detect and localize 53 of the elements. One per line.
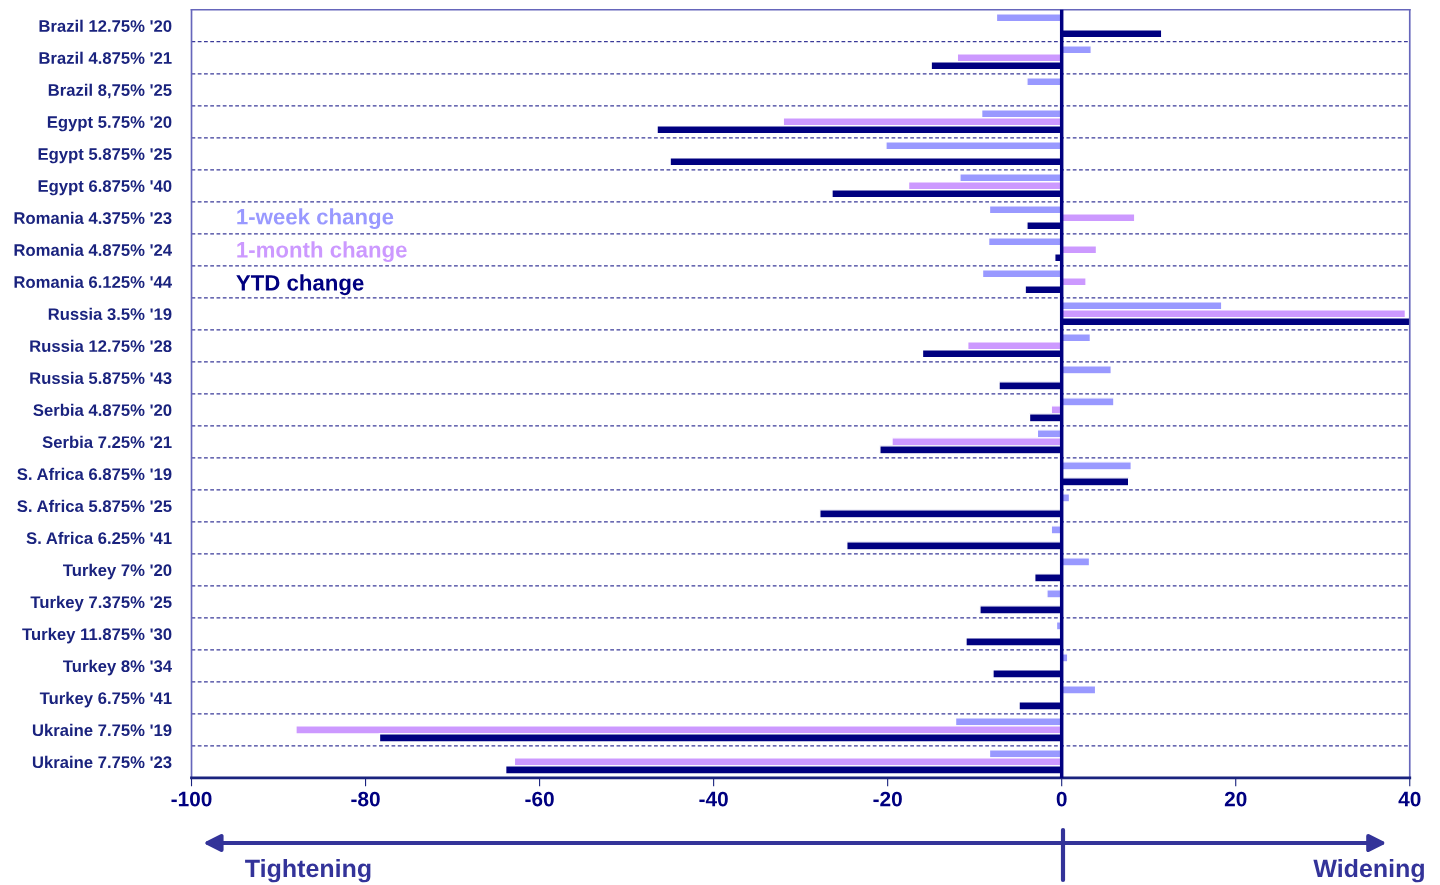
y-tick-label: Brazil 4.875% '21 — [39, 51, 172, 64]
x-tick-label: -80 — [351, 791, 380, 807]
y-tick-label: Turkey 7.375% '25 — [30, 595, 172, 612]
y-tick-label: Brazil 12.75% '20 — [39, 19, 172, 32]
bar — [1026, 77, 1063, 87]
y-tick-label: Romania 4.375% '23 — [14, 211, 172, 225]
x-tick-label: -100 — [171, 791, 212, 807]
y-tick-label: Turkey 8% '34 — [62, 659, 172, 676]
y-tick-label: S. Africa 6.875% '19 — [17, 467, 172, 481]
x-tick-label: -60 — [525, 791, 554, 807]
bar — [1060, 461, 1133, 471]
bar — [987, 237, 1063, 247]
y-tick-label: Russia 12.75% '28 — [30, 339, 172, 353]
bar — [981, 269, 1063, 279]
x-tick-label: 40 — [1398, 791, 1421, 807]
bar — [885, 141, 1063, 151]
y-tick-label: Romania 4.875% '24 — [14, 243, 172, 256]
y-tick-label: Serbia 7.25% '21 — [42, 435, 172, 449]
y-tick-label: Ukraine 7.75% '19 — [32, 723, 172, 737]
y-tick-label: Turkey 7% '20 — [62, 563, 172, 580]
text: 1-week change — [237, 208, 394, 230]
text: Widening — [1313, 858, 1424, 883]
y-tick-label: S. Africa 6.25% '41 — [26, 531, 172, 545]
bar — [1060, 245, 1098, 255]
y-tick-label: Egypt 6.875% '40 — [38, 180, 172, 196]
y-tick-label: Turkey 11.875% '30 — [22, 627, 172, 644]
bar — [1060, 213, 1136, 223]
y-tick-label: Egypt 5.75% '20 — [47, 116, 172, 132]
bar — [1060, 365, 1112, 375]
bar — [1060, 277, 1087, 287]
text: 1-month change — [237, 241, 407, 263]
y-tick-label: Ukraine 7.75% '23 — [32, 755, 172, 769]
bar — [1060, 45, 1092, 55]
text: YTD change — [236, 274, 364, 296]
y-tick-label: Russia 3.5% '19 — [48, 307, 172, 321]
x-tick-label: -40 — [699, 791, 728, 807]
text: Tightening — [245, 858, 371, 883]
y-tick-label: Romania 6.125% '44 — [14, 275, 172, 288]
x-tick-label: -20 — [873, 791, 902, 807]
y-tick-label: S. Africa 5.875% '25 — [17, 499, 172, 513]
bar — [1060, 557, 1091, 567]
bar — [988, 205, 1063, 215]
y-tick-label: Egypt 5.875% '25 — [38, 148, 172, 164]
bar — [1060, 397, 1115, 407]
bar — [1060, 333, 1092, 343]
y-tick-label: Turkey 6.75% '41 — [39, 691, 172, 708]
x-tick-label: 0 — [1056, 791, 1067, 807]
bar — [1060, 685, 1097, 695]
y-tick-label: Russia 5.875% '43 — [30, 371, 172, 385]
y-tick-label: Serbia 4.875% '20 — [33, 403, 172, 417]
y-tick-label: Brazil 8,75% '25 — [48, 83, 172, 99]
x-tick-label: 20 — [1224, 791, 1247, 807]
bar — [995, 13, 1063, 23]
